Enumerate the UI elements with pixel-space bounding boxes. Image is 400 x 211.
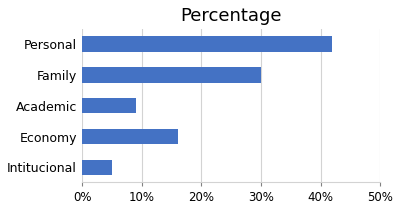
- Title: Percentage: Percentage: [180, 7, 282, 25]
- Bar: [82, 160, 112, 175]
- Bar: [82, 36, 332, 52]
- Bar: [82, 98, 136, 113]
- Bar: [82, 67, 261, 83]
- Bar: [82, 129, 178, 144]
